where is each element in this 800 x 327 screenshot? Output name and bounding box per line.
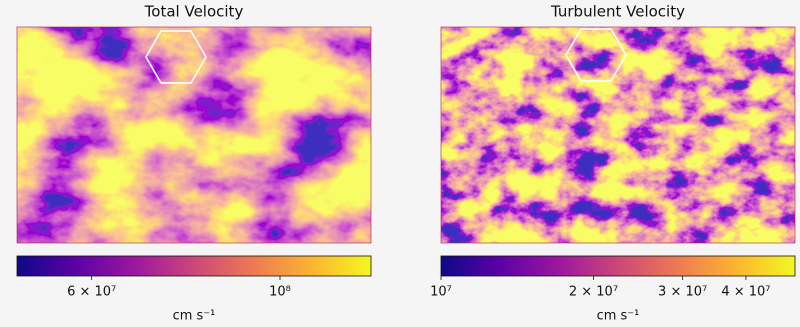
colorbar-label: cm s⁻¹: [173, 309, 216, 324]
panel-title: Total Velocity: [144, 3, 244, 21]
colorbar-label: cm s⁻¹: [597, 309, 640, 324]
heatmap-frame: [440, 26, 796, 244]
colorbar-tick-label: 4 × 10⁷: [721, 285, 770, 300]
hexagon-outline: [145, 30, 207, 84]
colorbar-tick-label: 10⁸: [269, 285, 291, 300]
colorbar: [16, 255, 372, 277]
colorbar: [440, 255, 796, 277]
colorbar-tick-label: 6 × 10⁷: [67, 285, 116, 300]
heatmap-image: [441, 27, 795, 243]
panel-title: Turbulent Velocity: [550, 3, 685, 21]
colorbar-tick-label: 10⁷: [430, 285, 452, 300]
colorbar-tick-label: 2 × 10⁷: [569, 285, 618, 300]
colorbar-tick-label: 3 × 10⁷: [658, 285, 707, 300]
heatmap-frame: [16, 26, 372, 244]
heatmap-image: [17, 27, 371, 243]
hexagon-outline: [565, 28, 627, 82]
